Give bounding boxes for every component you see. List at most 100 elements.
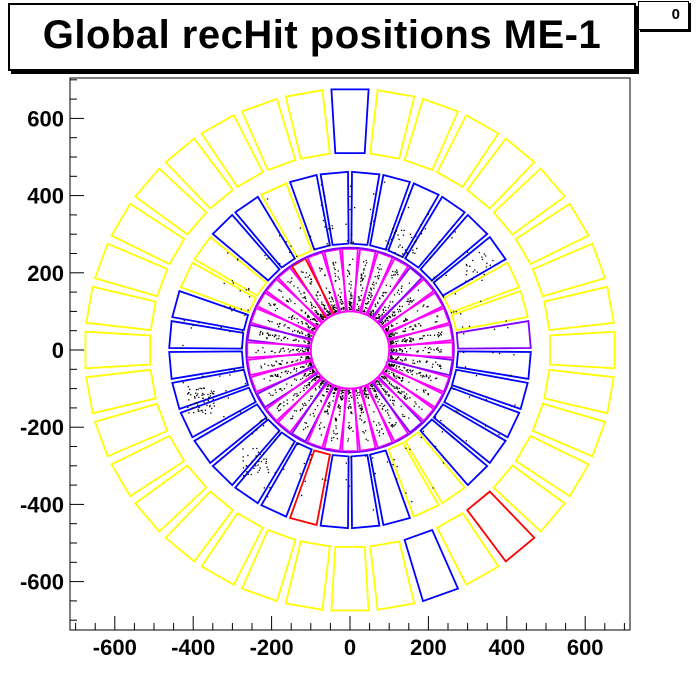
rechit-563 [272, 365, 274, 367]
rechit-386 [348, 264, 350, 266]
rechit-1558 [328, 228, 330, 230]
chamber-outer-3 [200, 113, 264, 188]
chamber-middle-16 [260, 441, 313, 518]
rechit-1499 [395, 230, 398, 232]
rechit-40 [374, 389, 376, 391]
rechit-733 [312, 371, 315, 373]
rechit-935 [278, 335, 280, 337]
rechit-1042 [291, 361, 294, 363]
rechit-570 [372, 309, 374, 311]
rechit-1294 [291, 315, 294, 318]
rechit-1146 [321, 315, 323, 317]
rechit-811 [304, 348, 307, 350]
rechit-1577 [383, 181, 386, 183]
rechit-522 [374, 396, 377, 398]
rechit-968 [299, 359, 302, 361]
rechit-148 [307, 356, 309, 358]
rechit-1709 [242, 448, 244, 450]
rechit-1731 [399, 244, 401, 246]
rechit-690 [306, 323, 308, 325]
rechit-735 [389, 285, 392, 287]
rechit-408 [390, 335, 393, 337]
rechit-1348 [286, 299, 288, 301]
rechit-1055 [391, 426, 394, 428]
rechit-357 [287, 338, 289, 340]
rechit-361 [360, 404, 363, 406]
rechit-457 [308, 343, 310, 345]
rechit-1205 [384, 319, 386, 321]
rechit-928 [405, 398, 407, 400]
rechit-689 [406, 397, 409, 399]
rechit-756 [410, 340, 412, 343]
rechit-409 [364, 421, 366, 423]
rechit-1342 [322, 315, 324, 317]
rechit-1411 [309, 235, 312, 238]
chamber-middle-22 [403, 431, 467, 505]
rechit-1443 [198, 322, 200, 324]
rechit-961 [300, 408, 302, 411]
rechit-1143 [375, 424, 378, 426]
rechit-883 [313, 371, 316, 373]
rechit-938 [321, 382, 323, 384]
rechit-1107 [332, 306, 334, 308]
rechit-1502 [262, 425, 265, 427]
rechit-1476 [190, 327, 192, 329]
rechit-816 [405, 340, 407, 342]
rechit-352 [387, 409, 389, 411]
rechit-536 [388, 373, 390, 375]
rechit-1081 [274, 309, 277, 312]
rechit-1051 [388, 414, 390, 416]
rechit-794 [311, 370, 313, 372]
rechit-436 [379, 264, 381, 266]
rechit-1176 [291, 417, 293, 419]
rechit-1006 [347, 269, 349, 271]
rechit-430 [303, 292, 306, 294]
rechit-423 [362, 390, 365, 392]
rechit-1272 [392, 357, 394, 360]
rechit-1526 [285, 241, 287, 243]
rechit-1581 [182, 344, 184, 347]
rechit-482 [436, 315, 438, 317]
rechit-701 [367, 439, 369, 442]
rechit-366 [404, 328, 406, 330]
rechit-1477 [296, 255, 298, 257]
rechit-1340 [290, 418, 292, 420]
rechit-1021 [334, 311, 336, 313]
rechit-594 [350, 295, 352, 297]
rechit-1104 [314, 318, 316, 321]
rechit-1396 [348, 301, 351, 303]
rechit-341 [416, 310, 419, 312]
rechit-1138 [317, 298, 319, 300]
rechit-1528 [463, 333, 465, 335]
rechit-1316 [365, 395, 367, 397]
rechit-1371 [305, 311, 307, 313]
rechit-99 [377, 302, 379, 305]
rechit-1325 [305, 357, 307, 359]
rechit-1590 [373, 193, 375, 195]
rechit-302 [405, 341, 407, 343]
rechit-897 [395, 349, 397, 351]
rechit-1721 [402, 234, 405, 236]
y-tick-label: -600 [20, 570, 64, 595]
rechit-1613 [244, 314, 246, 316]
rechit-273 [333, 267, 335, 269]
rechit-1092 [311, 307, 313, 309]
rechit-1277 [401, 349, 403, 351]
axes: -600 -400 -200 0 200 400 6006004002000-200-400… [20, 79, 625, 660]
rechit-645 [362, 431, 364, 433]
rechit-1632 [198, 396, 200, 398]
rechit-64 [391, 350, 394, 353]
rechit-600 [404, 415, 406, 418]
rechit-295 [330, 296, 333, 298]
rechit-480 [324, 411, 326, 413]
rechit-1257 [385, 393, 387, 395]
rechit-627 [315, 377, 317, 379]
rechit-347 [311, 281, 313, 283]
rechit-786 [392, 311, 394, 313]
rechit-1032 [351, 412, 353, 414]
rechit-261 [350, 308, 353, 310]
rechit-616 [382, 308, 384, 310]
rechit-1412 [443, 424, 445, 426]
rechit-51 [332, 430, 335, 432]
rechit-810 [388, 422, 390, 424]
